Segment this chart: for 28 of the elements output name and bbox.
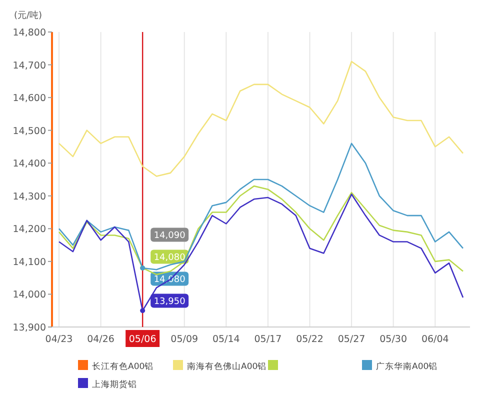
legend-label: 广东华南A00铝	[376, 361, 438, 372]
data-label: 14,080	[154, 253, 186, 264]
x-tick-label: 05/14	[212, 334, 240, 345]
x-tick-label: 04/26	[87, 334, 114, 345]
legend-label: 长江有色A00铝	[92, 361, 154, 372]
x-tick-label: 05/30	[380, 334, 408, 345]
y-tick-label: 13,900	[12, 322, 46, 334]
x-tick-label: 06/04	[421, 334, 449, 345]
y-tick-label: 14,100	[12, 256, 46, 268]
x-tick-label: 05/06	[128, 334, 156, 345]
x-tick-label: 05/09	[170, 334, 198, 345]
x-tick-label: 05/17	[254, 334, 282, 345]
legend-label: 南海有色佛山A00铝	[187, 361, 267, 372]
data-label: 13,950	[154, 297, 186, 308]
x-tick-label: 05/22	[296, 334, 324, 345]
y-tick-label: 14,400	[12, 158, 46, 170]
legend-label: 上海期货铝	[92, 379, 137, 390]
y-tick-label: 14,200	[12, 224, 46, 236]
y-tick-label: 14,000	[12, 290, 46, 301]
x-tick-label: 04/23	[45, 334, 73, 345]
y-tick-label: 14,600	[12, 93, 46, 104]
y-tick-label: 14,700	[12, 60, 46, 72]
y-tick-label: 14,300	[12, 191, 46, 202]
y-axis-title: (元/吨)	[14, 10, 42, 21]
annotation: 14,090	[154, 231, 186, 242]
x-tick-label: 05/27	[338, 334, 366, 345]
y-tick-label: 14,500	[12, 126, 46, 137]
y-tick-label: 14,800	[12, 28, 46, 38]
